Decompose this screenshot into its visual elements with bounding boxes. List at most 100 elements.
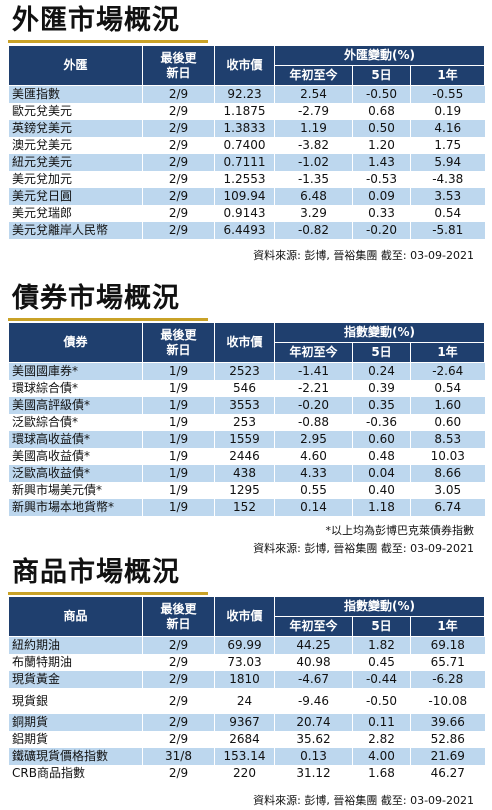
row-date: 2/9	[142, 171, 215, 188]
row-close: 0.7400	[214, 137, 275, 154]
row-date: 1/9	[142, 362, 215, 380]
fx-header-date: 最後更新日	[142, 45, 215, 86]
bond-header-name: 債券	[8, 322, 143, 363]
row-ytd: -1.35	[274, 171, 353, 188]
row-ytd: -1.02	[274, 154, 353, 171]
row-1y: -0.55	[410, 85, 485, 103]
row-ytd: 20.74	[274, 714, 353, 731]
bond-header-change: 指數變動(%)	[274, 322, 485, 343]
row-close: 69.99	[214, 636, 275, 654]
row-5d: 4.00	[352, 748, 411, 765]
table-row: 美國國庫券* 1/9 2523 -1.41 0.24 -2.64	[8, 362, 485, 380]
row-1y: 0.19	[410, 103, 485, 120]
row-1y: 1.75	[410, 137, 485, 154]
row-name: 澳元兌美元	[8, 137, 143, 154]
row-1y: 39.66	[410, 714, 485, 731]
table-row: 美元兌瑞郎 2/9 0.9143 3.29 0.33 0.54	[8, 205, 485, 222]
commodity-header-change: 指數變動(%)	[274, 596, 485, 617]
commodity-header-name: 商品	[8, 596, 143, 637]
table-row: 鐵礦現貨價格指數 31/8 153.14 0.13 4.00 21.69	[8, 748, 485, 765]
row-name: 新興市場本地貨幣*	[8, 499, 143, 516]
row-5d: 1.43	[352, 154, 411, 171]
row-5d: 0.50	[352, 120, 411, 137]
row-5d: 0.11	[352, 714, 411, 731]
row-1y: 0.54	[410, 380, 485, 397]
table-row: 美國高評級債* 1/9 3553 -0.20 0.35 1.60	[8, 397, 485, 414]
table-row: 美元兌加元 2/9 1.2553 -1.35 -0.53 -4.38	[8, 171, 485, 188]
table-row: 紐約期油 2/9 69.99 44.25 1.82 69.18	[8, 636, 485, 654]
row-ytd: 40.98	[274, 654, 353, 671]
row-ytd: 4.60	[274, 448, 353, 465]
row-ytd: 1.19	[274, 120, 353, 137]
row-ytd: 3.29	[274, 205, 353, 222]
row-1y: 4.16	[410, 120, 485, 137]
row-5d: 0.33	[352, 205, 411, 222]
commodity-header-date: 最後更新日	[142, 596, 215, 637]
row-close: 1.2553	[214, 171, 275, 188]
row-1y: 8.53	[410, 431, 485, 448]
row-1y: 6.74	[410, 499, 485, 516]
table-row: 現貨黃金 2/9 1810 -4.67 -0.44 -6.28	[8, 671, 485, 688]
row-ytd: 0.13	[274, 748, 353, 765]
row-5d: 0.40	[352, 482, 411, 499]
row-date: 2/9	[142, 205, 215, 222]
table-row: 澳元兌美元 2/9 0.7400 -3.82 1.20 1.75	[8, 137, 485, 154]
commodity-header-5d: 5日	[352, 616, 411, 637]
row-1y: 10.03	[410, 448, 485, 465]
fx-table: 外匯 最後更新日 收市價 外匯變動(%) 年初至今 5日 1年 美匯指數 2/9 9…	[8, 45, 485, 239]
row-date: 1/9	[142, 465, 215, 482]
row-1y: 0.60	[410, 414, 485, 431]
row-date: 2/9	[142, 137, 215, 154]
row-5d: 1.18	[352, 499, 411, 516]
row-name: CRB商品指數	[8, 765, 143, 782]
row-1y: 52.86	[410, 731, 485, 748]
row-name: 歐元兌美元	[8, 103, 143, 120]
row-1y: -5.81	[410, 222, 485, 239]
row-date: 2/9	[142, 731, 215, 748]
table-row: 美匯指數 2/9 92.23 2.54 -0.50 -0.55	[8, 85, 485, 103]
commodity-title: 商品市場概況	[12, 557, 180, 588]
row-ytd: 2.95	[274, 431, 353, 448]
table-row: 環球綜合債* 1/9 546 -2.21 0.39 0.54	[8, 380, 485, 397]
table-row: 銅期貨 2/9 9367 20.74 0.11 39.66	[8, 714, 485, 731]
row-ytd: 31.12	[274, 765, 353, 782]
row-close: 6.4493	[214, 222, 275, 239]
row-date: 1/9	[142, 448, 215, 465]
row-ytd: 2.54	[274, 85, 353, 103]
row-date: 1/9	[142, 414, 215, 431]
bond-title: 債券市場概況	[12, 283, 180, 314]
row-1y: 21.69	[410, 748, 485, 765]
row-date: 1/9	[142, 482, 215, 499]
row-ytd: -2.21	[274, 380, 353, 397]
row-name: 現貨銀	[8, 688, 143, 714]
row-5d: -0.44	[352, 671, 411, 688]
table-row: 泛歐高收益債* 1/9 438 4.33 0.04 8.66	[8, 465, 485, 482]
row-5d: 0.09	[352, 188, 411, 205]
row-ytd: -0.20	[274, 397, 353, 414]
row-date: 1/9	[142, 499, 215, 516]
row-close: 1810	[214, 671, 275, 688]
row-5d: 1.68	[352, 765, 411, 782]
row-5d: 0.39	[352, 380, 411, 397]
table-row: 紐元兌美元 2/9 0.7111 -1.02 1.43 5.94	[8, 154, 485, 171]
table-row: 鋁期貨 2/9 2684 35.62 2.82 52.86	[8, 731, 485, 748]
row-ytd: 0.14	[274, 499, 353, 516]
row-date: 2/9	[142, 222, 215, 239]
row-name: 美元兌離岸人民幣	[8, 222, 143, 239]
row-close: 546	[214, 380, 275, 397]
row-5d: 0.68	[352, 103, 411, 120]
row-1y: 0.54	[410, 205, 485, 222]
bond-header-date: 最後更新日	[142, 322, 215, 363]
commodity-header-ytd: 年初至今	[274, 616, 353, 637]
row-date: 2/9	[142, 120, 215, 137]
table-row: 現貨銀 2/9 24 -9.46 -0.50 -10.08	[8, 688, 485, 714]
row-close: 153.14	[214, 748, 275, 765]
commodity-table: 商品 最後更新日 收市價 指數變動(%) 年初至今 5日 1年 紐約期油 2/9 6…	[8, 596, 485, 782]
row-1y: -4.38	[410, 171, 485, 188]
row-close: 1295	[214, 482, 275, 499]
row-5d: 0.48	[352, 448, 411, 465]
table-row: 泛歐綜合債* 1/9 253 -0.88 -0.36 0.60	[8, 414, 485, 431]
bond-header-5d: 5日	[352, 342, 411, 363]
row-close: 2523	[214, 362, 275, 380]
row-name: 鐵礦現貨價格指數	[8, 748, 143, 765]
